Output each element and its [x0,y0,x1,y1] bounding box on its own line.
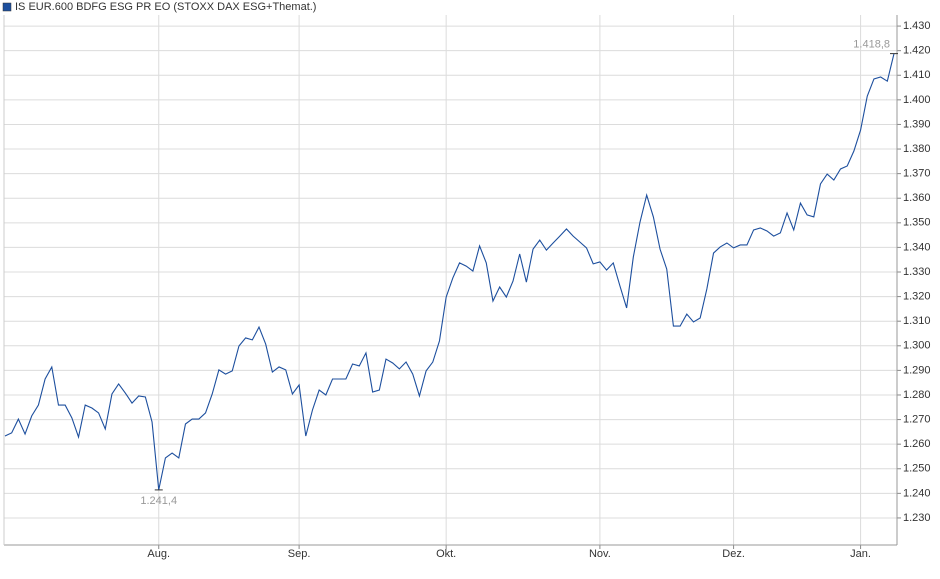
y-tick-label: 1.310 [903,315,931,327]
y-tick-label: 1.430 [903,20,931,32]
y-tick-label: 1.300 [903,340,931,352]
y-tick-label: 1.400 [903,94,931,106]
y-tick-label: 1.340 [903,241,931,253]
y-tick-label: 1.250 [903,463,931,475]
x-tick-label: Okt. [436,548,456,560]
x-tick-label: Sep. [288,548,311,560]
y-tick-label: 1.330 [903,266,931,278]
y-tick-label: 1.260 [903,438,931,450]
y-tick-label: 1.380 [903,143,931,155]
y-tick-label: 1.420 [903,45,931,57]
value-label: 1.241,4 [140,495,177,507]
value-label: 1.418,8 [853,39,890,51]
y-tick-label: 1.390 [903,118,931,130]
y-tick-label: 1.320 [903,291,931,303]
x-tick-label: Nov. [589,548,611,560]
y-tick-label: 1.350 [903,217,931,229]
price-line [4,53,895,491]
x-tick-label: Dez. [722,548,745,560]
y-tick-label: 1.360 [903,192,931,204]
x-tick-label: Aug. [147,548,170,560]
y-tick-label: 1.230 [903,512,931,524]
y-tick-label: 1.280 [903,389,931,401]
legend-swatch [2,2,12,12]
y-tick-label: 1.410 [903,69,931,81]
x-tick-label: Jan. [850,548,871,560]
y-tick-label: 1.270 [903,413,931,425]
legend-label: IS EUR.600 BDFG ESG PR EO (STOXX DAX ESG… [15,1,316,13]
y-tick-label: 1.240 [903,487,931,499]
y-tick-label: 1.290 [903,364,931,376]
y-tick-label: 1.370 [903,168,931,180]
